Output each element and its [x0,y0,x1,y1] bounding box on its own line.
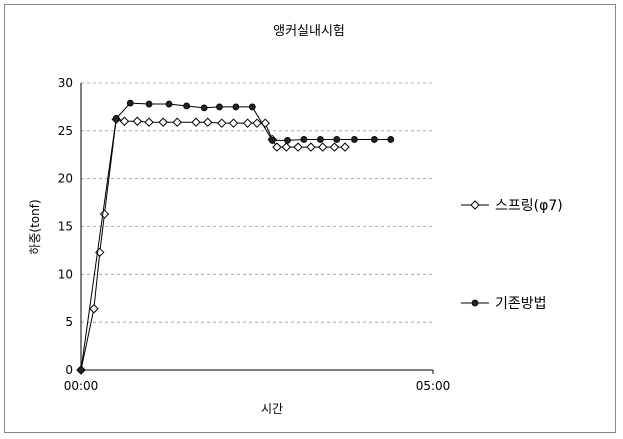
y-tick-label-10: 10 [58,267,73,281]
series-1-point-12 [217,118,227,128]
axes [80,83,434,374]
series-2-point-10 [268,136,276,144]
legend-label-1: 스프링(φ7) [495,198,563,214]
series-2-point-3 [145,100,153,108]
legend-marker-2 [471,299,479,307]
series-1-point-5 [119,116,130,126]
x-axis-label: 시간 [261,402,283,416]
series-layer [76,99,395,375]
series-2-point-1 [112,114,120,122]
series-2-point-5 [183,102,191,110]
series-2-point-9 [248,103,256,111]
series-1-point-18 [272,142,282,152]
series-2-point-14 [333,136,341,143]
y-tick-label-25: 25 [58,124,73,138]
legend: 스프링(φ7) 기존방법 [461,198,563,312]
series-1-point-11 [203,117,213,127]
chart-svg: 앵커실내시험 0 5 10 15 20 25 30 00:00 05:00 시간 하중(tonf… [28,24,563,416]
series-1-line [80,118,345,371]
y-axis-label: 하중(tonf) [28,199,42,254]
series-2-point-2 [126,99,134,107]
series-2-point-12 [300,136,308,143]
series-1-point-15 [252,118,262,128]
series-1-point-20 [293,142,303,152]
y-tick-label-5: 5 [65,315,73,329]
series-1-point-3 [99,209,110,219]
y-tick-label-20: 20 [58,172,73,186]
series-2-point-6 [200,104,208,112]
series-2-point-15 [350,136,358,143]
legend-item-1: 스프링(φ7) [461,198,563,214]
series-1-point-22 [317,142,328,152]
series-2-point-7 [216,103,223,111]
x-tick-label-0000: 00:00 [64,379,99,393]
series-1-point-13 [228,118,239,128]
series-1-point-9 [172,117,182,127]
legend-item-2: 기존방법 [461,296,547,312]
series-1-point-24 [340,142,350,152]
series-2-point-17 [387,136,395,143]
series-1 [76,114,350,375]
series-1-point-21 [306,142,316,152]
chart-title: 앵커실내시험 [273,24,345,39]
series-2 [77,99,395,374]
series-1-point-19 [281,142,292,152]
series-1-point-6 [132,116,143,126]
legend-marker-1 [470,200,480,210]
series-2-point-4 [165,100,173,108]
tick-labels: 0 5 10 15 20 25 30 00:00 05:00 [58,76,451,393]
series-1-point-8 [158,117,168,127]
series-2-point-8 [232,103,240,111]
series-2-point-13 [316,136,324,143]
grid-lines [81,82,433,323]
series-1-point-23 [329,142,340,152]
y-tick-label-30: 30 [58,76,73,90]
chart-frame: 앵커실내시험 0 5 10 15 20 25 30 00:00 05:00 시간 하중(tonf… [4,4,616,433]
series-1-point-14 [242,118,253,128]
series-2-point-11 [284,136,291,144]
series-1-point-10 [191,117,201,127]
series-1-point-1 [89,304,99,314]
series-1-point-7 [144,117,154,127]
y-tick-label-0: 0 [65,363,73,377]
y-tick-label-15: 15 [58,220,73,234]
series-2-point-0 [77,366,85,374]
x-tick-label-0500: 05:00 [416,379,451,393]
series-2-point-16 [370,136,378,143]
legend-label-2: 기존방법 [495,296,547,312]
